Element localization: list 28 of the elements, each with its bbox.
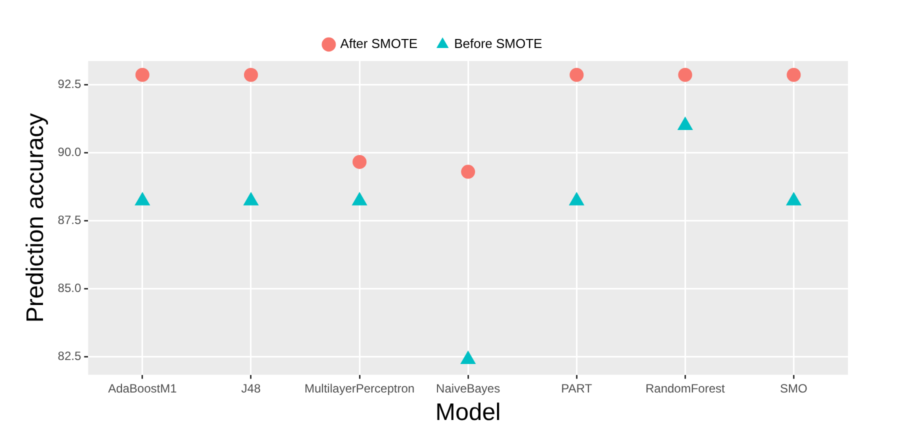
point — [568, 192, 584, 206]
y-tick-label: 92.5 — [58, 76, 82, 91]
x-tick-label: RandomForest — [645, 381, 726, 396]
point — [678, 68, 692, 82]
legend-label: After SMOTE — [340, 36, 418, 52]
y-tick-label: 90.0 — [58, 145, 82, 160]
x-tick-label: MultilayerPerceptron — [304, 381, 415, 396]
y-axis-title: Prediction accuracy — [22, 113, 50, 323]
legend-label: Before SMOTE — [454, 36, 543, 52]
point — [135, 68, 150, 82]
point — [352, 154, 367, 169]
point — [243, 192, 259, 206]
x-tick-label: PART — [561, 381, 593, 396]
point — [786, 68, 801, 82]
x-tick-label: J48 — [241, 381, 261, 396]
point — [134, 192, 150, 206]
x-tick-label: NaiveBayes — [436, 381, 500, 396]
y-tick-label: 87.5 — [58, 213, 82, 228]
x-axis-title: Model — [435, 399, 501, 426]
y-tick-label: 85.0 — [58, 281, 82, 296]
point — [570, 68, 584, 82]
point — [244, 68, 258, 82]
point — [786, 192, 802, 206]
y-tick-label: 82.5 — [58, 349, 82, 364]
x-tick-label: SMO — [780, 381, 808, 396]
x-tick-label: AdaBoostM1 — [108, 381, 178, 396]
point — [677, 116, 693, 130]
point — [352, 192, 368, 206]
